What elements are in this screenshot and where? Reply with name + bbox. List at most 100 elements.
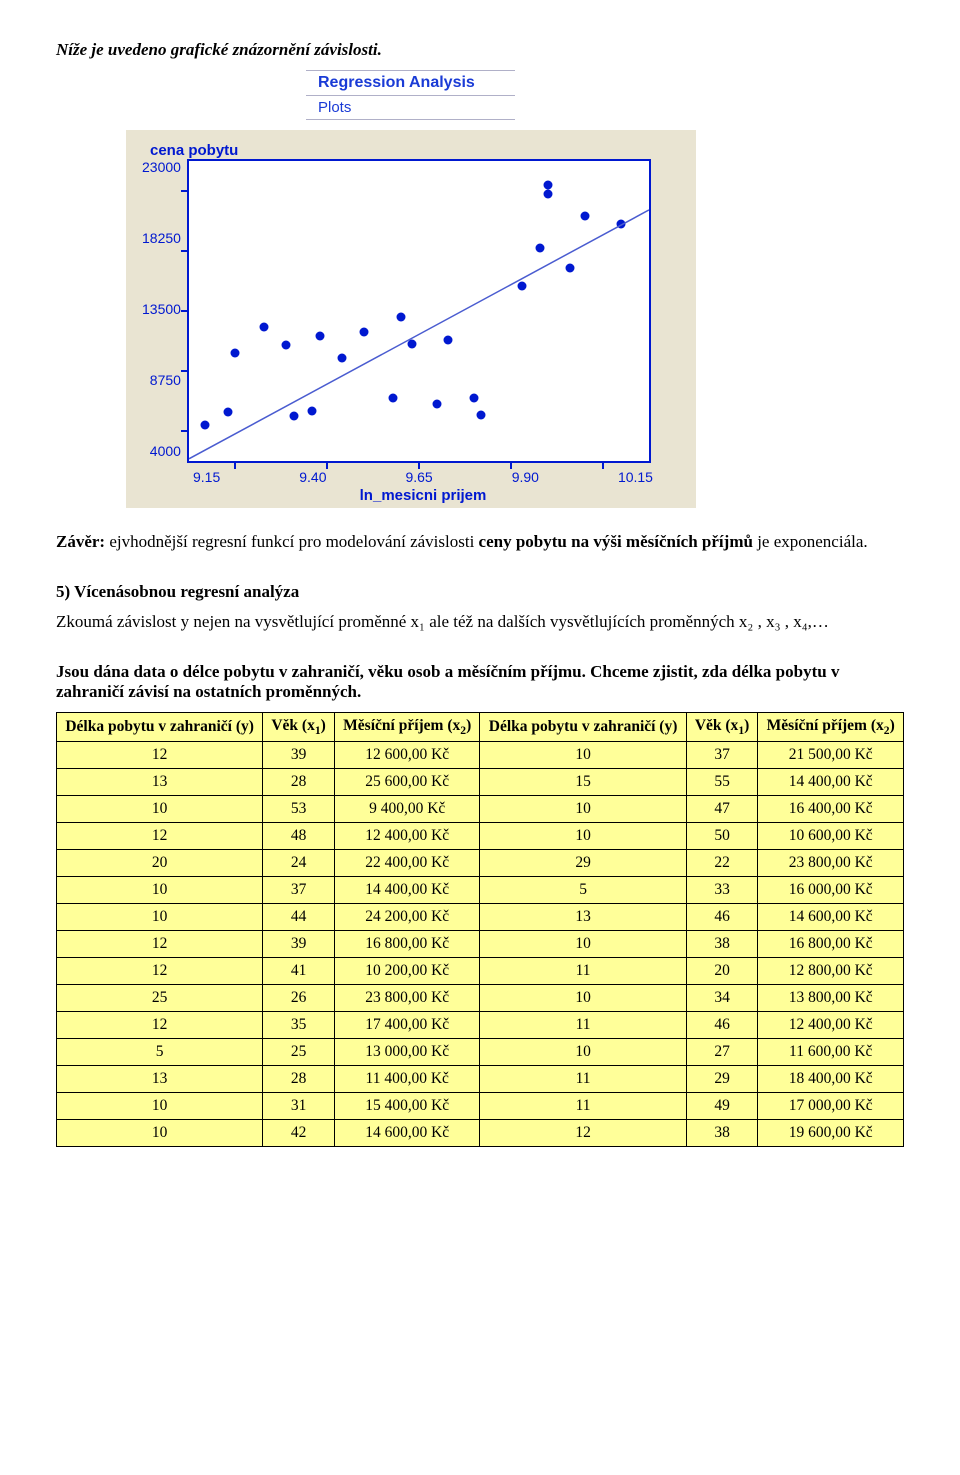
table-cell: 16 000,00 Kč (758, 877, 904, 904)
section5-para: Zkoumá závislost y nejen na vysvětlující… (56, 612, 904, 632)
table-cell: 47 (686, 796, 758, 823)
table-row: 104424 200,00 Kč134614 600,00 Kč (57, 904, 904, 931)
table-cell: 19 600,00 Kč (758, 1120, 904, 1147)
table-cell: 17 000,00 Kč (758, 1093, 904, 1120)
table-cell: 10 (57, 904, 263, 931)
table-cell: 14 600,00 Kč (758, 904, 904, 931)
x-tick-label: 9.90 (512, 469, 539, 485)
intro-text: Níže je uvedeno grafické znázornění závi… (56, 40, 904, 60)
table-cell: 13 000,00 Kč (334, 1039, 480, 1066)
table-cell: 25 600,00 Kč (334, 769, 480, 796)
x-tick-label: 9.40 (299, 469, 326, 485)
table-row: 124110 200,00 Kč112012 800,00 Kč (57, 958, 904, 985)
table-cell: 22 (686, 850, 758, 877)
table-cell: 11 600,00 Kč (758, 1039, 904, 1066)
table-row: 123916 800,00 Kč103816 800,00 Kč (57, 931, 904, 958)
table-cell: 37 (263, 877, 335, 904)
table-header: Délka pobytu v zahraničí (y) (57, 713, 263, 742)
x-tick-label: 10.15 (618, 469, 653, 485)
section5-heading: 5) Vícenásobnou regresní analýza (56, 582, 904, 602)
table-cell: 10 200,00 Kč (334, 958, 480, 985)
table-row: 10539 400,00 Kč104716 400,00 Kč (57, 796, 904, 823)
table-cell: 35 (263, 1012, 335, 1039)
table-cell: 20 (686, 958, 758, 985)
table-row: 132825 600,00 Kč155514 400,00 Kč (57, 769, 904, 796)
table-cell: 20 (57, 850, 263, 877)
table-cell: 39 (263, 742, 335, 769)
table-cell: 14 600,00 Kč (334, 1120, 480, 1147)
table-row: 104214 600,00 Kč123819 600,00 Kč (57, 1120, 904, 1147)
table-cell: 11 400,00 Kč (334, 1066, 480, 1093)
table-cell: 15 400,00 Kč (334, 1093, 480, 1120)
conclusion-text-b: je exponenciála. (753, 532, 868, 551)
table-cell: 10 (480, 742, 686, 769)
table-cell: 13 (57, 1066, 263, 1093)
y-tick-label: 4000 (150, 443, 181, 459)
table-header: Délka pobytu v zahraničí (y) (480, 713, 686, 742)
table-cell: 9 400,00 Kč (334, 796, 480, 823)
table-cell: 16 400,00 Kč (758, 796, 904, 823)
table-cell: 28 (263, 1066, 335, 1093)
y-tick-label: 23000 (142, 159, 181, 175)
table-cell: 46 (686, 904, 758, 931)
table-cell: 41 (263, 958, 335, 985)
conclusion-para: Závěr: ejvhodnější regresní funkcí pro m… (56, 532, 904, 552)
table-cell: 13 (57, 769, 263, 796)
table-cell: 10 (57, 1120, 263, 1147)
table-cell: 10 (480, 823, 686, 850)
table-cell: 5 (57, 1039, 263, 1066)
table-cell: 34 (686, 985, 758, 1012)
y-tick-label: 13500 (142, 301, 181, 317)
table-cell: 21 500,00 Kč (758, 742, 904, 769)
table-cell: 46 (686, 1012, 758, 1039)
table-cell: 12 (57, 823, 263, 850)
table-cell: 10 (57, 796, 263, 823)
table-cell: 24 (263, 850, 335, 877)
regression-line (189, 161, 649, 461)
plot-area (187, 159, 651, 463)
table-cell: 18 400,00 Kč (758, 1066, 904, 1093)
table-cell: 16 800,00 Kč (334, 931, 480, 958)
conclusion-label: Závěr: (56, 532, 105, 551)
table-cell: 53 (263, 796, 335, 823)
table-cell: 5 (480, 877, 686, 904)
table-cell: 25 (57, 985, 263, 1012)
table-cell: 23 800,00 Kč (334, 985, 480, 1012)
table-cell: 14 400,00 Kč (758, 769, 904, 796)
table-cell: 22 400,00 Kč (334, 850, 480, 877)
header-subtitle: Plots (306, 96, 515, 120)
regression-header-table: Regression Analysis Plots (306, 70, 515, 120)
table-cell: 49 (686, 1093, 758, 1120)
conclusion-bold1: ceny pobytu na výši měsíčních příjmů (479, 532, 753, 551)
table-cell: 13 800,00 Kč (758, 985, 904, 1012)
table-cell: 33 (686, 877, 758, 904)
table-header: Měsíční příjem (x2) (758, 713, 904, 742)
table-cell: 12 (57, 958, 263, 985)
table-cell: 17 400,00 Kč (334, 1012, 480, 1039)
table-row: 123517 400,00 Kč114612 400,00 Kč (57, 1012, 904, 1039)
y-axis-labels: 23000182501350087504000 (136, 159, 187, 459)
x-tick-label: 9.15 (193, 469, 220, 485)
table-cell: 12 400,00 Kč (758, 1012, 904, 1039)
table-cell: 26 (263, 985, 335, 1012)
table-cell: 10 (480, 1039, 686, 1066)
table-cell: 12 (57, 1012, 263, 1039)
table-cell: 12 (57, 931, 263, 958)
table-cell: 10 (480, 985, 686, 1012)
y-tick-label: 18250 (142, 230, 181, 246)
table-cell: 12 600,00 Kč (334, 742, 480, 769)
table-cell: 12 (480, 1120, 686, 1147)
table-row: 103115 400,00 Kč114917 000,00 Kč (57, 1093, 904, 1120)
table-cell: 14 400,00 Kč (334, 877, 480, 904)
table-cell: 11 (480, 1093, 686, 1120)
table-row: 132811 400,00 Kč112918 400,00 Kč (57, 1066, 904, 1093)
x-tick-label: 9.65 (405, 469, 432, 485)
chart-y-label: cena pobytu (150, 142, 686, 159)
table-cell: 24 200,00 Kč (334, 904, 480, 931)
section5-task: Jsou dána data o délce pobytu v zahranič… (56, 662, 904, 702)
table-cell: 29 (686, 1066, 758, 1093)
table-cell: 42 (263, 1120, 335, 1147)
table-cell: 23 800,00 Kč (758, 850, 904, 877)
table-cell: 10 (57, 877, 263, 904)
table-cell: 28 (263, 769, 335, 796)
